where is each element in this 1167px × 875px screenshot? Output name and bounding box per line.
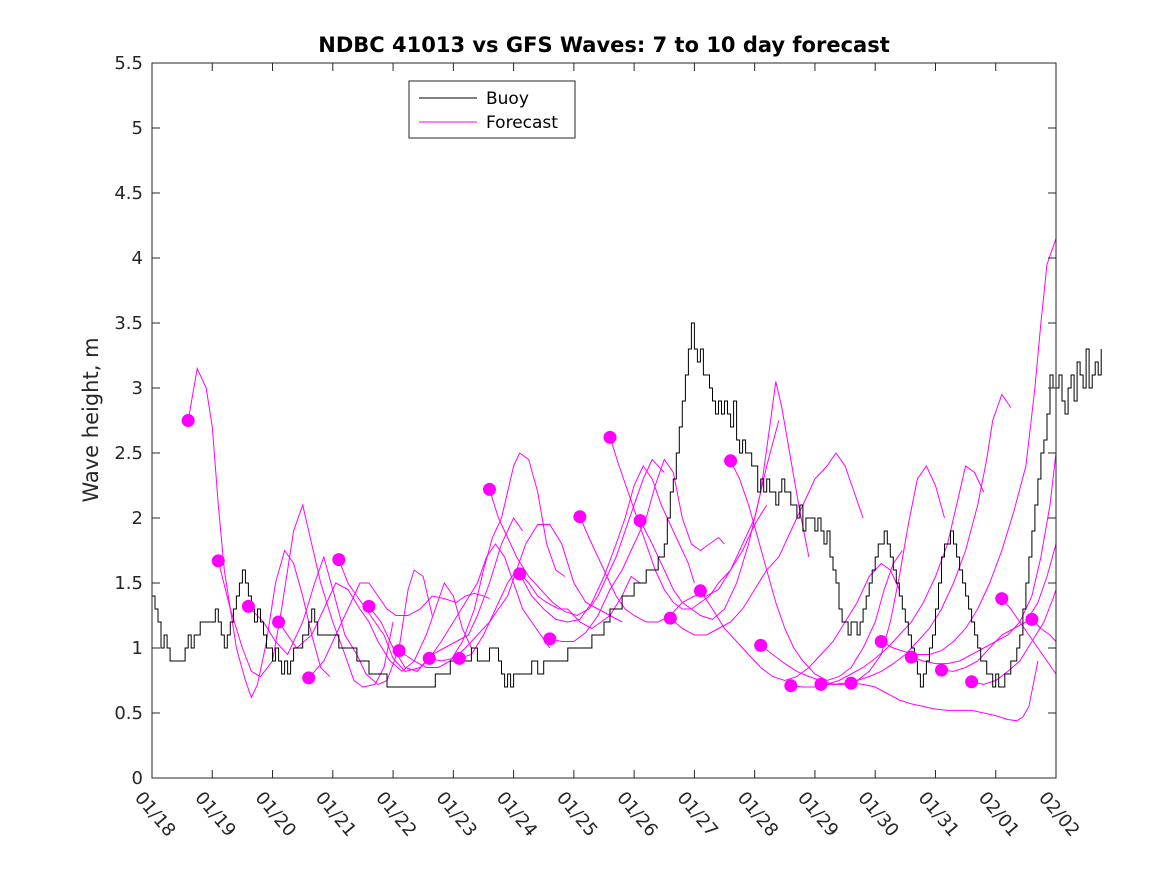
y-tick-label: 5 xyxy=(132,118,143,139)
y-tick-label: 1.5 xyxy=(114,573,143,594)
y-axis: 0 0.5 1 1.5 2 2.5 3 3.5 4 4.5 5 5.5 xyxy=(114,53,1056,789)
forecast-start-marker xyxy=(904,650,918,664)
forecast-start-marker xyxy=(844,676,858,690)
forecast-markers-group xyxy=(181,414,1039,693)
forecast-start-marker xyxy=(181,414,195,427)
forecast-start-marker xyxy=(1025,612,1039,626)
forecast-start-marker xyxy=(724,454,738,468)
y-tick-label: 0 xyxy=(132,768,143,789)
forecast-start-marker xyxy=(754,638,768,652)
forecast-start-marker xyxy=(422,651,436,665)
forecast-start-marker xyxy=(995,592,1009,606)
forecast-line xyxy=(549,458,725,642)
forecast-start-marker xyxy=(693,584,707,598)
buoy-line xyxy=(152,322,1102,688)
forecast-start-marker xyxy=(241,599,255,613)
y-tick-label: 3 xyxy=(132,378,143,399)
forecast-line xyxy=(217,503,394,688)
forecast-line xyxy=(639,381,810,620)
forecast-start-marker xyxy=(513,567,527,581)
chart-title: NDBC 41013 vs GFS Waves: 7 to 10 day for… xyxy=(318,33,889,57)
y-tick-label: 2 xyxy=(132,508,143,529)
legend-box xyxy=(408,80,576,139)
forecast-line xyxy=(429,524,623,662)
forecast-start-marker xyxy=(934,663,948,677)
forecast-line xyxy=(368,543,551,672)
legend: Buoy Forecast xyxy=(408,80,576,139)
forecast-start-marker xyxy=(603,430,617,444)
forecast-line xyxy=(730,460,903,682)
legend-label-forecast: Forecast xyxy=(486,113,558,133)
forecast-start-marker xyxy=(874,635,888,648)
y-tick-label: 1 xyxy=(132,638,143,659)
y-tick-label: 2.5 xyxy=(114,443,143,464)
y-tick-label: 0.5 xyxy=(114,703,143,724)
forecast-line xyxy=(760,464,945,685)
forecast-start-marker xyxy=(784,679,798,693)
forecast-start-marker xyxy=(211,554,225,568)
y-tick-label: 3.5 xyxy=(114,313,143,334)
buoy-series-group xyxy=(152,322,1102,688)
forecast-start-marker xyxy=(452,651,466,665)
forecast-line xyxy=(398,452,566,668)
plot-area: 00.511.522.533.544.555.5 01/18 01/19 01/20… xyxy=(114,53,1102,841)
axes-frame xyxy=(151,62,1057,779)
forecast-start-marker xyxy=(663,611,677,625)
y-tick-label: 5.5 xyxy=(114,53,143,74)
y-axis-label: Wave height, m xyxy=(79,337,103,502)
forecast-line xyxy=(459,569,641,659)
forecast-start-marker xyxy=(814,677,828,691)
forecast-start-marker xyxy=(543,632,557,646)
forecast-start-marker xyxy=(392,644,406,658)
forecast-line xyxy=(489,458,665,617)
forecast-start-marker xyxy=(573,510,587,524)
forecast-start-marker xyxy=(633,514,647,528)
forecast-line xyxy=(519,464,695,623)
forecast-line xyxy=(187,366,331,699)
forecast-start-marker xyxy=(332,553,346,567)
forecast-start-marker xyxy=(965,675,979,689)
forecast-line xyxy=(278,581,472,673)
forecast-start-marker xyxy=(272,615,286,629)
forecast-line xyxy=(669,452,864,636)
forecast-line xyxy=(699,562,900,682)
y-tick-label: 4 xyxy=(132,248,143,269)
forecast-line xyxy=(609,420,780,610)
forecast-line xyxy=(308,582,490,679)
forecast-line xyxy=(851,660,1039,722)
forecast-start-marker xyxy=(482,482,496,496)
forecast-line xyxy=(248,555,433,685)
forecast-start-marker xyxy=(302,671,316,685)
legend-label-buoy: Buoy xyxy=(486,89,529,109)
forecast-start-marker xyxy=(362,599,376,613)
y-tick-label: 4.5 xyxy=(114,183,143,204)
